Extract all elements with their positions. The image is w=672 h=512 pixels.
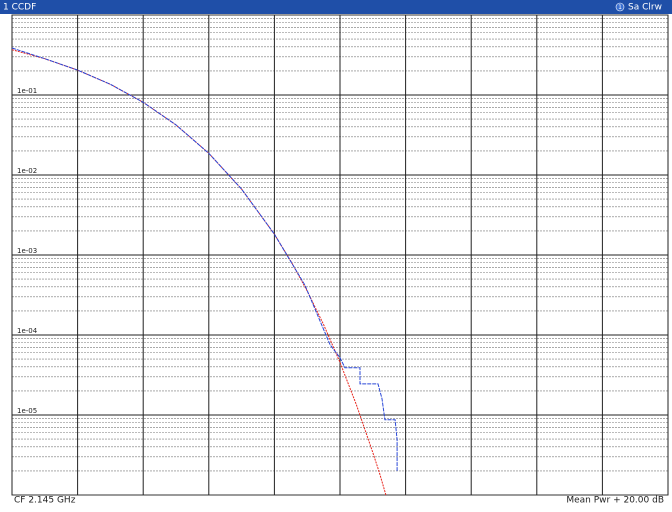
y-tick-label: 1e-03 — [17, 247, 37, 255]
y-tick-label: 1e-04 — [17, 327, 38, 335]
center-frequency: CF 2.145 GHz — [14, 496, 76, 506]
y-tick-label: 1e-02 — [17, 167, 37, 175]
x-axis-label: Mean Pwr + 20.00 dB — [566, 496, 664, 506]
trace-mode: Sa Clrw — [628, 3, 662, 13]
y-tick-label: 1e-01 — [17, 87, 37, 95]
trace-badge — [615, 2, 625, 12]
trace-line — [11, 49, 387, 496]
trace-line — [11, 47, 398, 471]
trace-number: 1 — [618, 4, 622, 11]
window-title: 1 CCDF — [3, 3, 36, 13]
y-tick-label: 1e-05 — [17, 407, 37, 415]
header-bar — [0, 0, 672, 14]
